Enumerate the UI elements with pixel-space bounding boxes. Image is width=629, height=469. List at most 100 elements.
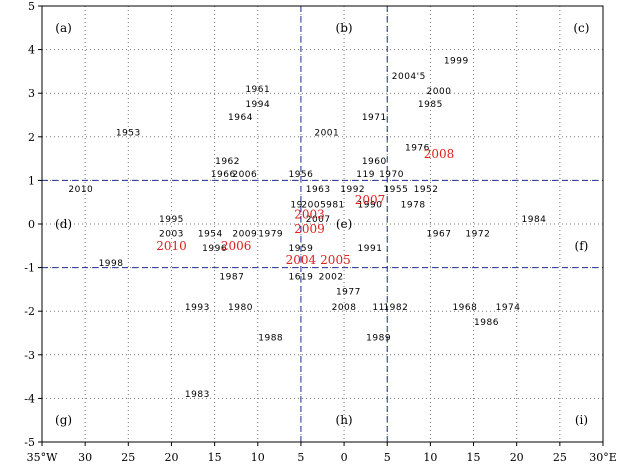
year-label: 1980 xyxy=(228,303,253,313)
year-label: 2001 xyxy=(314,128,339,138)
year-label: 1979 xyxy=(258,230,283,240)
year-label: 1999 xyxy=(444,57,469,67)
year-label: 1977 xyxy=(336,288,361,298)
year-label: 19 xyxy=(290,200,302,210)
year-label: 1978 xyxy=(401,200,426,210)
x-tick-label: 30°E xyxy=(589,451,617,464)
y-tick-label: 1 xyxy=(28,174,35,187)
year-label: 1953 xyxy=(116,128,141,138)
year-label: 2000 xyxy=(427,87,452,97)
year-label: 1993 xyxy=(185,303,210,313)
panel-labels: (a) (b) (c) (d) (e) (f) (g) (h) (i) xyxy=(55,21,589,427)
y-tick-label: -3 xyxy=(24,349,35,362)
panel-label: (b) xyxy=(336,21,353,35)
x-tick-label: 25 xyxy=(553,451,567,464)
year-label-highlight: 2006 xyxy=(221,239,252,253)
year-label: 1989 xyxy=(366,333,391,343)
year-label: 1968 xyxy=(452,303,477,313)
panel-label: (f) xyxy=(575,239,589,253)
panel-label: (h) xyxy=(336,413,353,427)
year-label: 1952 xyxy=(414,185,439,195)
year-label: 2010 xyxy=(68,185,93,195)
year-label: 2003 xyxy=(159,230,184,240)
x-tick-label: 25 xyxy=(121,451,135,464)
year-label-highlight: 2010 xyxy=(156,239,187,253)
y-tick-label: -4 xyxy=(24,392,35,405)
year-label: 1982 xyxy=(383,303,408,313)
year-label: 1976 xyxy=(405,144,430,154)
year-label: 2009 xyxy=(232,230,257,240)
year-label: 1996 xyxy=(202,244,227,254)
year-label: 1954 xyxy=(198,230,223,240)
y-tick-label: 3 xyxy=(28,87,35,100)
year-label: 1974 xyxy=(496,303,521,313)
year-label: 1972 xyxy=(465,230,490,240)
y-tick-label: -1 xyxy=(24,262,35,275)
year-label-highlight: 2008 xyxy=(424,147,455,161)
y-tick-label: 0 xyxy=(28,218,35,231)
year-label: 1991 xyxy=(358,244,383,254)
year-label: 1986 xyxy=(474,318,499,328)
quadrant-dividers xyxy=(42,6,603,442)
year-label: 1985 xyxy=(418,100,443,110)
year-label: 1995 xyxy=(159,215,184,225)
year-label: 2002 xyxy=(319,272,344,282)
year-label: 981 xyxy=(326,200,345,210)
x-tick-label: 15 xyxy=(467,451,481,464)
y-tick-label: 4 xyxy=(28,44,35,57)
year-label: 2006 xyxy=(232,170,257,180)
year-label: 1956 xyxy=(288,170,313,180)
year-label: 1970 xyxy=(379,170,404,180)
year-label-highlight: 2003 xyxy=(294,207,325,221)
year-label: 2005 xyxy=(301,200,326,210)
x-tick-label: 15 xyxy=(208,451,222,464)
y-tick-label: 5 xyxy=(28,0,35,13)
x-tick-label: 0 xyxy=(341,451,348,464)
year-label-highlight: 2009 xyxy=(294,222,325,236)
x-tick-label: 5 xyxy=(297,451,304,464)
y-tick-label: 2 xyxy=(28,131,35,144)
panel-label: (d) xyxy=(55,217,72,231)
panel-label: (e) xyxy=(336,217,352,231)
year-label: 1955 xyxy=(383,185,408,195)
year-label: 1962 xyxy=(215,157,240,167)
year-label-highlight: 2004 xyxy=(286,253,317,267)
panel-label: (g) xyxy=(55,413,72,427)
year-label: 1992 xyxy=(340,185,365,195)
year-label: 119 xyxy=(356,170,375,180)
x-tick-label: 30 xyxy=(78,451,92,464)
x-tick-label: 20 xyxy=(164,451,178,464)
year-label: 1990 xyxy=(358,200,383,210)
year-label: 1983 xyxy=(185,390,210,400)
panel-label: (a) xyxy=(55,21,72,35)
year-label: 1967 xyxy=(427,230,452,240)
year-label: 2007 xyxy=(306,215,331,225)
year-label: 1961 xyxy=(245,85,270,95)
year-label: 1966 xyxy=(211,170,236,180)
year-label-highlight: 2005 xyxy=(320,253,351,267)
x-tick-label: 5 xyxy=(384,451,391,464)
year-label: 1619 xyxy=(288,272,313,282)
year-label: 1959 xyxy=(288,244,313,254)
year-label: 1987 xyxy=(219,272,244,282)
panel-label: (c) xyxy=(573,21,589,35)
x-tick-label: 35°W xyxy=(27,451,58,464)
year-label: 1988 xyxy=(258,333,283,343)
year-label: 1984 xyxy=(522,215,547,225)
year-label-highlight: 2007 xyxy=(355,193,386,207)
y-tick-label: -5 xyxy=(24,436,35,449)
year-label: 1994 xyxy=(245,100,270,110)
y-tick-label: -2 xyxy=(24,305,35,318)
year-label: 2008 xyxy=(332,303,357,313)
x-tick-label: 10 xyxy=(423,451,437,464)
year-label: 11 xyxy=(372,303,384,313)
year-label: 1963 xyxy=(306,185,331,195)
year-label: 1960 xyxy=(362,157,387,167)
year-label: 2004'5 xyxy=(392,72,426,82)
x-tick-label: 20 xyxy=(510,451,524,464)
year-label: 1971 xyxy=(362,113,387,123)
panel-label: (i) xyxy=(575,413,588,427)
axis-ticks: 35°W 30 25 20 15 10 5 0 5 10 15 20 25 30°E543210-1-2-… xyxy=(24,0,616,464)
